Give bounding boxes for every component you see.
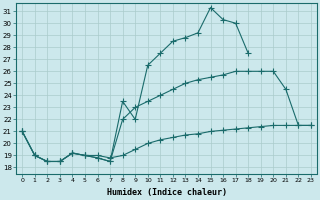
X-axis label: Humidex (Indice chaleur): Humidex (Indice chaleur) — [107, 188, 227, 197]
